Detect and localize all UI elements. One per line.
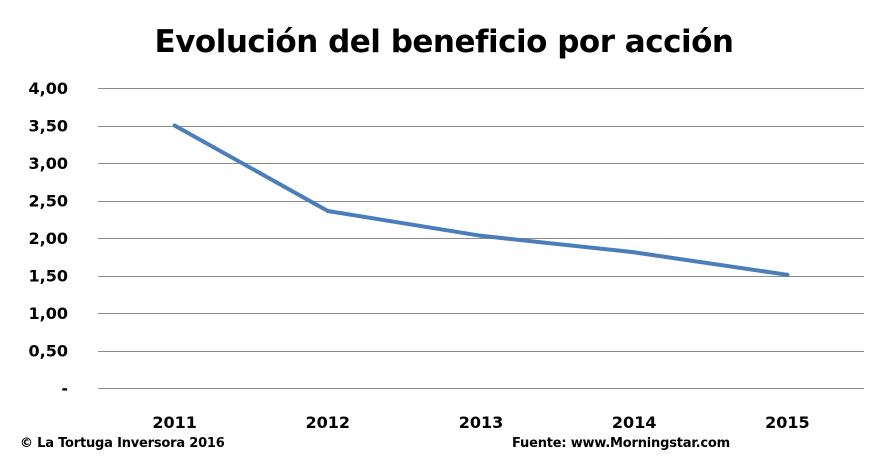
y-tick-label: 1,00 [29, 304, 68, 323]
data-point [172, 123, 177, 128]
series-line [173, 123, 788, 277]
y-tick-label: 4,00 [29, 79, 68, 98]
y-tick-label: 3,50 [29, 117, 68, 136]
y-tick-label: 2,00 [29, 229, 68, 248]
x-tick-label: 2014 [612, 413, 657, 432]
y-tick-label: 2,50 [29, 192, 68, 211]
x-tick-label: 2012 [306, 413, 351, 432]
data-point [632, 250, 637, 255]
y-tick-label: 0,50 [29, 342, 68, 361]
data-point [785, 272, 790, 277]
copyright-note: © La Tortuga Inversora 2016 [20, 436, 225, 451]
x-tick-label: 2015 [765, 413, 810, 432]
x-tick-label: 2011 [152, 413, 197, 432]
x-tick-label: 2013 [459, 413, 504, 432]
chart-title: Evolución del beneficio por acción [155, 24, 734, 60]
gridlines [98, 88, 864, 389]
y-tick-label: 3,00 [29, 154, 68, 173]
y-tick-label: - [61, 379, 68, 398]
data-point [325, 209, 330, 213]
series-group [172, 123, 790, 277]
source-note: Fuente: www.Morningstar.com [512, 436, 730, 451]
x-axis-tick-labels: 2011 2012 2013 2014 2015 [152, 413, 809, 432]
y-axis-tick-labels: - 0,50 1,00 1,50 2,00 2,50 3,00 3,50 4,00 [29, 79, 68, 398]
data-point [479, 233, 483, 238]
y-tick-label: 1,50 [29, 267, 68, 286]
